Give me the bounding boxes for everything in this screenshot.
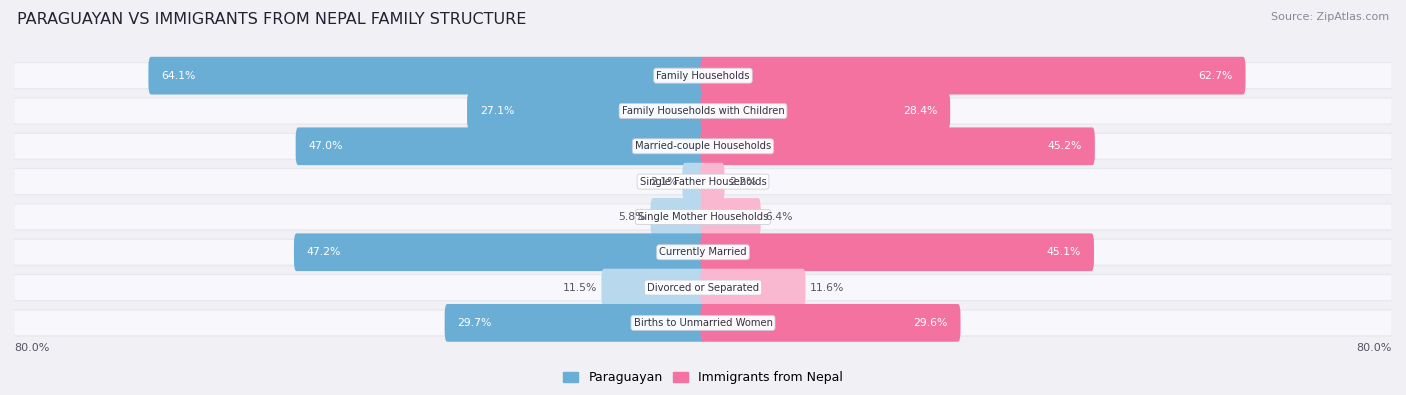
FancyBboxPatch shape: [14, 239, 1392, 266]
FancyBboxPatch shape: [14, 205, 1392, 229]
Text: 45.2%: 45.2%: [1047, 141, 1083, 151]
FancyBboxPatch shape: [700, 57, 1246, 94]
FancyBboxPatch shape: [14, 274, 1392, 301]
FancyBboxPatch shape: [14, 309, 1392, 337]
Text: 2.1%: 2.1%: [651, 177, 678, 186]
FancyBboxPatch shape: [14, 168, 1392, 196]
FancyBboxPatch shape: [444, 304, 706, 342]
Text: 62.7%: 62.7%: [1198, 71, 1233, 81]
Text: 29.6%: 29.6%: [914, 318, 948, 328]
FancyBboxPatch shape: [14, 62, 1392, 89]
Text: Family Households with Children: Family Households with Children: [621, 106, 785, 116]
FancyBboxPatch shape: [682, 163, 706, 201]
FancyBboxPatch shape: [700, 269, 806, 307]
FancyBboxPatch shape: [700, 128, 1095, 165]
Text: Single Mother Households: Single Mother Households: [638, 212, 768, 222]
Text: Single Father Households: Single Father Households: [640, 177, 766, 186]
FancyBboxPatch shape: [14, 275, 1392, 300]
FancyBboxPatch shape: [14, 203, 1392, 231]
Text: Births to Unmarried Women: Births to Unmarried Women: [634, 318, 772, 328]
FancyBboxPatch shape: [602, 269, 706, 307]
FancyBboxPatch shape: [295, 128, 706, 165]
Text: 80.0%: 80.0%: [14, 342, 49, 353]
FancyBboxPatch shape: [467, 92, 706, 130]
Text: 80.0%: 80.0%: [1357, 342, 1392, 353]
FancyBboxPatch shape: [651, 198, 706, 236]
Text: 11.5%: 11.5%: [562, 282, 598, 293]
Text: 64.1%: 64.1%: [162, 71, 195, 81]
FancyBboxPatch shape: [700, 304, 960, 342]
FancyBboxPatch shape: [294, 233, 706, 271]
Text: 47.0%: 47.0%: [308, 141, 343, 151]
FancyBboxPatch shape: [14, 134, 1392, 159]
Text: Divorced or Separated: Divorced or Separated: [647, 282, 759, 293]
FancyBboxPatch shape: [14, 310, 1392, 335]
Text: Family Households: Family Households: [657, 71, 749, 81]
FancyBboxPatch shape: [149, 57, 706, 94]
Text: 5.8%: 5.8%: [619, 212, 647, 222]
Text: 47.2%: 47.2%: [307, 247, 342, 257]
Text: 28.4%: 28.4%: [903, 106, 938, 116]
Text: 27.1%: 27.1%: [479, 106, 515, 116]
FancyBboxPatch shape: [14, 240, 1392, 265]
Text: Currently Married: Currently Married: [659, 247, 747, 257]
Text: PARAGUAYAN VS IMMIGRANTS FROM NEPAL FAMILY STRUCTURE: PARAGUAYAN VS IMMIGRANTS FROM NEPAL FAMI…: [17, 12, 526, 27]
Text: 6.4%: 6.4%: [765, 212, 793, 222]
FancyBboxPatch shape: [14, 97, 1392, 125]
FancyBboxPatch shape: [700, 198, 761, 236]
Legend: Paraguayan, Immigrants from Nepal: Paraguayan, Immigrants from Nepal: [558, 367, 848, 389]
FancyBboxPatch shape: [700, 233, 1094, 271]
FancyBboxPatch shape: [700, 92, 950, 130]
FancyBboxPatch shape: [700, 163, 724, 201]
FancyBboxPatch shape: [14, 63, 1392, 88]
Text: Source: ZipAtlas.com: Source: ZipAtlas.com: [1271, 12, 1389, 22]
FancyBboxPatch shape: [14, 99, 1392, 123]
Text: 2.2%: 2.2%: [728, 177, 756, 186]
FancyBboxPatch shape: [14, 132, 1392, 160]
Text: 11.6%: 11.6%: [810, 282, 844, 293]
Text: 29.7%: 29.7%: [457, 318, 492, 328]
Text: 45.1%: 45.1%: [1046, 247, 1081, 257]
FancyBboxPatch shape: [14, 169, 1392, 194]
Text: Married-couple Households: Married-couple Households: [636, 141, 770, 151]
